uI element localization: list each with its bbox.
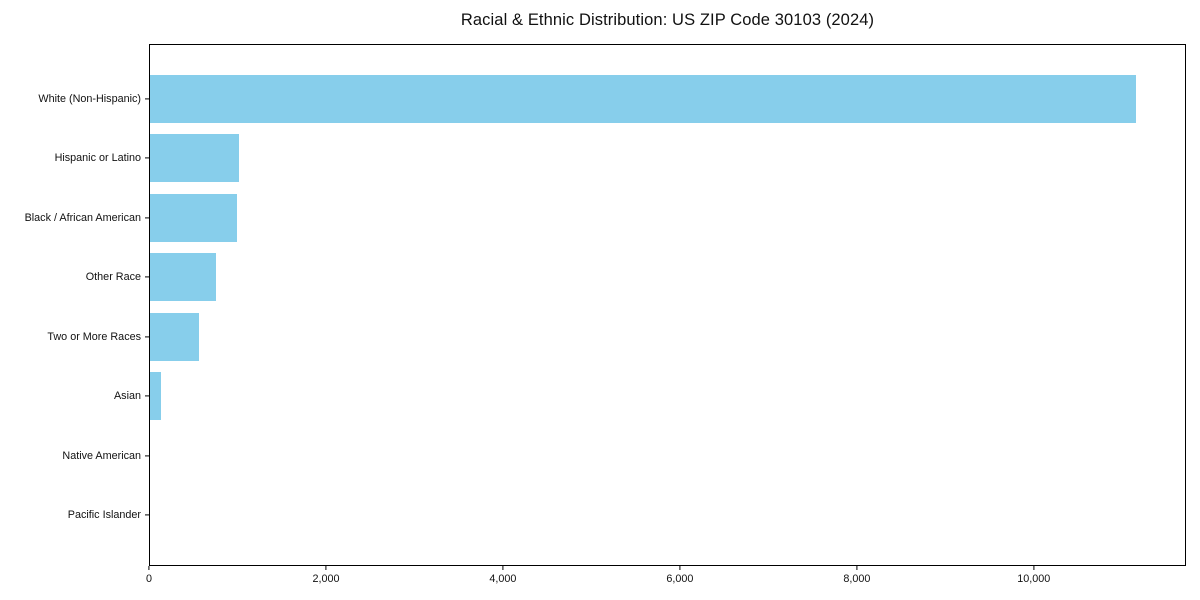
y-tick-mark [145, 276, 149, 278]
category-label: Hispanic or Latino [54, 152, 141, 165]
category-label: White (Non-Hispanic) [38, 92, 141, 105]
bars-area: White (Non-Hispanic) Hispanic or Latino Bl… [25, 45, 1185, 565]
category-label: Black / African American [24, 211, 141, 224]
y-tick-mark [145, 98, 149, 100]
category-label: Two or More Races [47, 330, 141, 343]
x-tick-label: 6,000 [666, 573, 694, 585]
x-tick-mark [148, 566, 150, 570]
y-tick-mark [145, 157, 149, 159]
x-tick-mark [1033, 566, 1035, 570]
category-label: Asian [113, 390, 141, 403]
x-axis: 0 2,000 4,000 6,000 8,000 10,000 [145, 566, 1186, 600]
x-tick-mark [325, 566, 327, 570]
bar [150, 253, 217, 302]
category-label: Native American [62, 449, 141, 462]
bar-row: Hispanic or Latino [55, 129, 1185, 189]
y-tick-mark [145, 455, 149, 457]
x-tick-mark [856, 566, 858, 570]
plot-area: White (Non-Hispanic) Hispanic or Latino Bl… [25, 44, 1186, 566]
category-label: Other Race [85, 271, 141, 284]
y-tick-mark [145, 336, 149, 338]
bar-row: Other Race [86, 248, 1185, 308]
bar [150, 372, 161, 421]
bar-row: White (Non-Hispanic) [38, 69, 1185, 129]
x-tick-label: 8,000 [843, 573, 871, 585]
y-tick-mark [145, 514, 149, 516]
x-tick-mark [502, 566, 504, 570]
bar [150, 134, 240, 183]
x-tick-mark [679, 566, 681, 570]
x-tick-label: 10,000 [1017, 573, 1051, 585]
y-tick-mark [145, 395, 149, 397]
x-tick-label: 4,000 [489, 573, 517, 585]
bar-row: Pacific Islander [68, 486, 1185, 546]
bar-row: Two or More Races [47, 307, 1185, 367]
chart-title: Racial & Ethnic Distribution: US ZIP Cod… [460, 11, 875, 29]
bar [150, 74, 1136, 123]
x-tick-label: 2,000 [312, 573, 340, 585]
bar-row: Native American [62, 426, 1185, 486]
category-label: Pacific Islander [67, 509, 141, 522]
bar [150, 193, 237, 242]
x-tick-label: 0 [145, 573, 153, 585]
bar [150, 312, 199, 361]
y-tick-mark [145, 217, 149, 219]
bar-row: Asian [114, 367, 1185, 427]
bar-row: Black / African American [25, 188, 1185, 248]
